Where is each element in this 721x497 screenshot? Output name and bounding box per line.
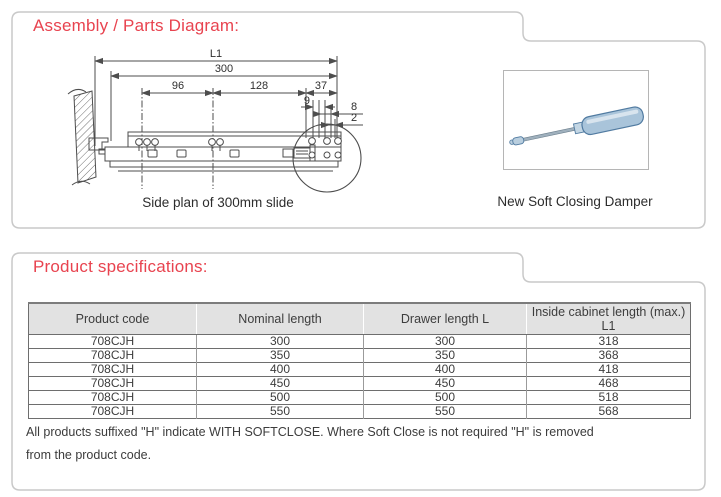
- cell-drawer: 300: [363, 334, 527, 349]
- table-row: 708CJH 350 350 368: [28, 348, 691, 363]
- cell-drawer: 450: [363, 376, 527, 391]
- cell-inside: 368: [526, 348, 691, 363]
- col-nominal-length: Nominal length: [196, 303, 364, 335]
- detail-circle: [292, 123, 362, 193]
- specs-table: Product code Nominal length Drawer lengt…: [28, 302, 691, 419]
- table-row: 708CJH 550 550 568: [28, 404, 691, 419]
- cell-product-code: 708CJH: [28, 404, 197, 419]
- col-product-code: Product code: [28, 303, 197, 335]
- wall-section: [73, 90, 97, 184]
- cell-drawer: 350: [363, 348, 527, 363]
- dim-300: 300: [215, 63, 233, 75]
- table-row: 708CJH 500 500 518: [28, 390, 691, 405]
- cell-product-code: 708CJH: [28, 376, 197, 391]
- softclose-note-line1: All products suffixed "H" indicate WITH …: [26, 425, 594, 439]
- cell-drawer: 550: [363, 404, 527, 419]
- table-row: 708CJH 400 400 418: [28, 362, 691, 377]
- damper-caption: New Soft Closing Damper: [497, 194, 653, 209]
- slide-diagram: L1 300 96 128 37 9 8 2: [67, 48, 363, 193]
- cell-product-code: 708CJH: [28, 390, 197, 405]
- dim-37: 37: [315, 80, 327, 92]
- cell-nominal: 500: [196, 390, 364, 405]
- damper-image-box: [503, 70, 649, 170]
- cell-product-code: 708CJH: [90, 334, 135, 348]
- specs-panel: Product specifications: Product code Nom…: [12, 253, 705, 490]
- col-drawer-length: Drawer length L: [363, 303, 527, 335]
- table-row: 708CJH 300 300 318: [29, 334, 691, 349]
- cell-nominal: 400: [196, 362, 364, 377]
- assembly-title: Assembly / Parts Diagram:: [33, 16, 240, 35]
- cell-nominal: 450: [196, 376, 364, 391]
- cell-inside: 468: [526, 376, 691, 391]
- assembly-panel: Assembly / Parts Diagram:: [12, 12, 705, 228]
- dim-2: 2: [351, 112, 357, 124]
- assembly-panel-outline: [11, 11, 706, 229]
- dim-128: 128: [250, 80, 268, 92]
- cell-product-code: 708CJH: [28, 362, 197, 377]
- dim-8: 8: [351, 101, 357, 113]
- col-inside-cabinet: Inside cabinet length (max.) L1: [526, 303, 691, 335]
- dim-l1: L1: [210, 48, 222, 60]
- softclose-note: All products suffixed "H" indicate WITH …: [26, 421, 694, 467]
- specs-title: Product specifications:: [33, 257, 208, 276]
- cell-nominal: 550: [196, 404, 364, 419]
- cell-drawer: 400: [363, 362, 527, 377]
- table-row: 708CJH 450 450 468: [28, 376, 691, 391]
- cell-drawer: 500: [363, 390, 527, 405]
- cell-inside: 418: [526, 362, 691, 377]
- softclose-note-line2: from the product code.: [26, 448, 152, 462]
- cell-nominal: 300: [196, 334, 364, 349]
- slide-caption: Side plan of 300mm slide: [142, 195, 294, 210]
- cell-inside: 518: [526, 390, 691, 405]
- cell-product-code: 708CJH: [28, 348, 197, 363]
- cell-inside: 568: [526, 404, 691, 419]
- dim-9: 9: [304, 95, 310, 107]
- specs-header-row: Product code Nominal length Drawer lengt…: [28, 303, 691, 335]
- dim-96: 96: [172, 80, 184, 92]
- cell-inside: 318: [526, 334, 691, 349]
- cell-nominal: 350: [196, 348, 364, 363]
- damper-illustration: [509, 106, 644, 146]
